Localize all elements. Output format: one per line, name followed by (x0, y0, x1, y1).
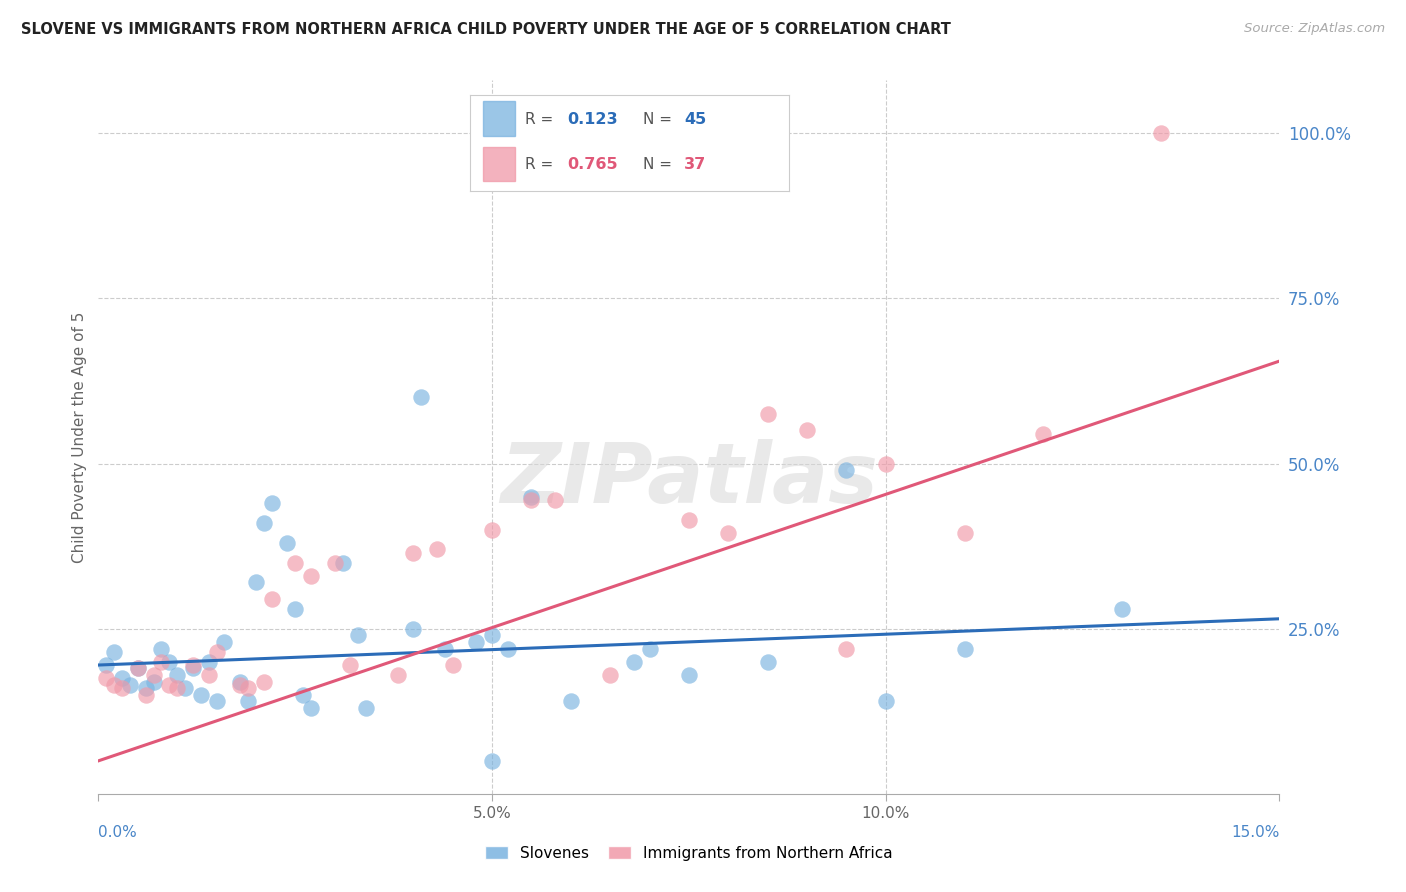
Point (387, 668, 409, 682)
Point (111, 671, 134, 685)
Point (560, 694, 582, 708)
Point (678, 513, 700, 527)
Point (127, 661, 149, 675)
Point (623, 655, 645, 669)
Point (135, 681, 157, 695)
Point (236, 681, 259, 695)
Point (402, 546, 425, 560)
Point (284, 556, 307, 570)
Point (103, 678, 125, 692)
Point (229, 678, 252, 692)
Point (157, 678, 180, 692)
Point (875, 457, 897, 471)
Point (678, 668, 700, 682)
Point (441, 658, 464, 673)
Point (214, 635, 236, 649)
Point (599, 668, 621, 682)
Point (174, 681, 197, 695)
Point (465, 635, 488, 649)
Point (354, 701, 377, 715)
Point (520, 490, 543, 504)
Y-axis label: Child Poverty Under the Age of 5: Child Poverty Under the Age of 5 (72, 311, 87, 563)
Point (717, 525, 740, 540)
Point (205, 645, 228, 659)
Point (481, 628, 503, 642)
Point (835, 641, 858, 656)
Point (166, 668, 188, 682)
Point (292, 688, 315, 702)
Point (520, 492, 543, 507)
Point (150, 641, 173, 656)
Point (142, 668, 165, 682)
Point (142, 674, 165, 689)
Point (181, 658, 204, 673)
Point (481, 754, 503, 768)
Point (260, 591, 283, 606)
Point (796, 424, 818, 438)
Point (197, 668, 219, 682)
Point (953, 641, 976, 656)
Point (544, 492, 567, 507)
Point (953, 525, 976, 540)
Point (426, 542, 449, 557)
Point (496, 641, 519, 656)
Point (190, 688, 212, 702)
Point (339, 658, 361, 673)
Point (332, 556, 354, 570)
Point (1111, 602, 1133, 616)
Point (402, 622, 425, 636)
Point (236, 694, 259, 708)
Point (253, 516, 276, 530)
Point (638, 641, 661, 656)
Point (245, 575, 267, 590)
Point (96, 671, 118, 685)
Point (835, 463, 858, 477)
Point (118, 678, 141, 692)
Point (323, 556, 346, 570)
Point (205, 694, 228, 708)
Legend: Slovenes, Immigrants from Northern Africa: Slovenes, Immigrants from Northern Afric… (478, 838, 900, 868)
Point (157, 655, 180, 669)
Point (135, 688, 157, 702)
Text: 15.0%: 15.0% (1232, 825, 1279, 840)
Point (347, 628, 370, 642)
Text: ZIPatlas: ZIPatlas (501, 440, 877, 520)
Point (299, 701, 322, 715)
Point (197, 655, 219, 669)
Point (150, 655, 173, 669)
Text: 0.0%: 0.0% (98, 825, 138, 840)
Point (411, 391, 433, 405)
Point (229, 674, 252, 689)
Point (284, 602, 307, 616)
Point (875, 694, 897, 708)
Point (111, 681, 134, 695)
Point (260, 496, 283, 510)
Point (103, 645, 125, 659)
Point (1150, 126, 1173, 140)
Text: Source: ZipAtlas.com: Source: ZipAtlas.com (1244, 22, 1385, 36)
Text: SLOVENE VS IMMIGRANTS FROM NORTHERN AFRICA CHILD POVERTY UNDER THE AGE OF 5 CORR: SLOVENE VS IMMIGRANTS FROM NORTHERN AFRI… (21, 22, 950, 37)
Point (756, 655, 779, 669)
Point (299, 569, 322, 583)
Point (756, 407, 779, 421)
Point (1032, 426, 1054, 441)
Point (127, 661, 149, 675)
Point (481, 523, 503, 537)
Point (166, 681, 188, 695)
Point (181, 661, 204, 675)
Point (96, 658, 118, 673)
Point (253, 674, 276, 689)
Point (433, 641, 456, 656)
Point (276, 536, 298, 550)
